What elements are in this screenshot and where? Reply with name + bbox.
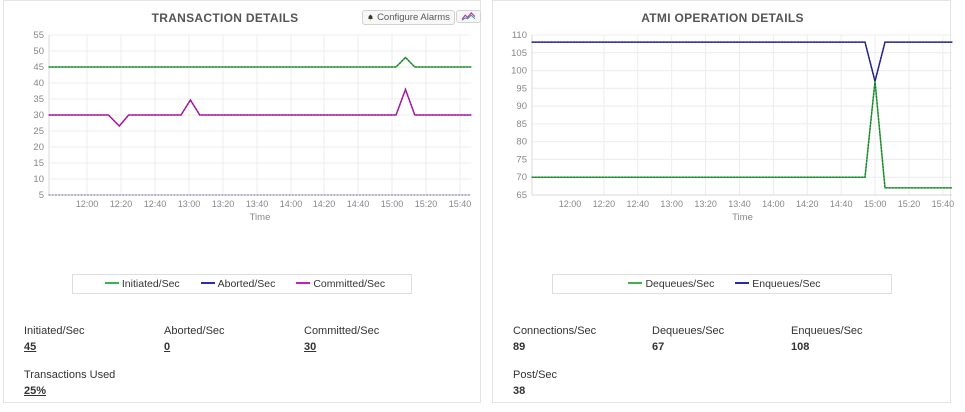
svg-text:15:40: 15:40 <box>932 199 955 209</box>
svg-text:12:20: 12:20 <box>109 199 132 209</box>
svg-text:110: 110 <box>512 30 527 41</box>
svg-text:95: 95 <box>516 83 527 94</box>
svg-text:15:40: 15:40 <box>448 199 471 209</box>
svg-text:13:40: 13:40 <box>728 199 751 209</box>
svg-text:50: 50 <box>33 46 44 57</box>
svg-text:12:40: 12:40 <box>627 199 650 209</box>
svg-text:14:40: 14:40 <box>830 199 853 209</box>
svg-text:Time: Time <box>732 212 753 223</box>
svg-text:14:00: 14:00 <box>279 199 302 209</box>
svg-text:15:20: 15:20 <box>414 199 437 209</box>
svg-text:55: 55 <box>33 30 44 41</box>
svg-text:85: 85 <box>516 119 527 130</box>
svg-text:75: 75 <box>516 154 527 165</box>
svg-text:12:00: 12:00 <box>559 199 582 209</box>
svg-text:30: 30 <box>33 110 44 121</box>
svg-text:12:00: 12:00 <box>75 199 98 209</box>
svg-text:15: 15 <box>33 158 44 169</box>
svg-text:45: 45 <box>33 62 44 73</box>
svg-text:14:00: 14:00 <box>762 199 785 209</box>
svg-text:13:40: 13:40 <box>245 199 268 209</box>
svg-text:5: 5 <box>38 190 43 201</box>
svg-text:100: 100 <box>511 66 527 77</box>
svg-text:15:00: 15:00 <box>380 199 403 209</box>
svg-text:13:20: 13:20 <box>694 199 717 209</box>
svg-text:70: 70 <box>516 172 527 183</box>
svg-text:12:20: 12:20 <box>593 199 616 209</box>
svg-text:35: 35 <box>33 94 44 105</box>
svg-text:40: 40 <box>33 78 44 89</box>
svg-text:10: 10 <box>33 174 44 185</box>
svg-text:65: 65 <box>516 190 527 201</box>
svg-text:Time: Time <box>249 212 270 223</box>
svg-text:14:20: 14:20 <box>312 199 335 209</box>
svg-text:12:40: 12:40 <box>143 199 166 209</box>
svg-text:13:00: 13:00 <box>660 199 683 209</box>
svg-text:14:40: 14:40 <box>346 199 369 209</box>
svg-text:105: 105 <box>511 48 527 59</box>
svg-text:13:00: 13:00 <box>177 199 200 209</box>
svg-text:14:20: 14:20 <box>796 199 819 209</box>
svg-text:15:20: 15:20 <box>898 199 921 209</box>
svg-text:25: 25 <box>33 126 44 137</box>
svg-text:90: 90 <box>516 101 527 112</box>
svg-text:20: 20 <box>33 142 44 153</box>
svg-text:15:00: 15:00 <box>864 199 887 209</box>
svg-text:80: 80 <box>516 137 527 148</box>
svg-text:13:20: 13:20 <box>211 199 234 209</box>
